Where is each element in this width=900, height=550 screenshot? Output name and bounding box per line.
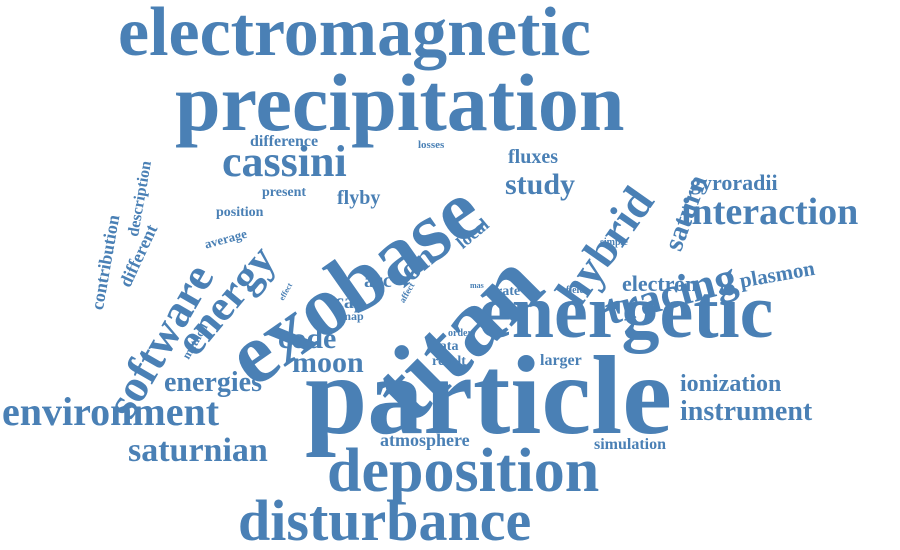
- word-particle: particle: [305, 334, 672, 458]
- word-contribution: contribution: [87, 213, 124, 312]
- word-disturbance: disturbance: [238, 488, 532, 550]
- word-electromagnetic: electromagnetic: [118, 0, 591, 71]
- word-saturnian: saturnian: [128, 432, 268, 469]
- word-deposition: deposition: [327, 437, 600, 505]
- word-mas: mas: [470, 281, 484, 290]
- word-different: different: [115, 221, 162, 291]
- word-cassini: cassini: [222, 137, 347, 186]
- word-larger: larger: [540, 352, 582, 369]
- word-acc: acc: [364, 270, 392, 292]
- word-ionization: ionization: [680, 371, 782, 397]
- word-field: field: [566, 285, 585, 296]
- word-moon: moon: [292, 346, 364, 379]
- word-gyroradii: gyroradii: [690, 170, 778, 195]
- word-losses: losses: [418, 139, 445, 151]
- word-rate: rate: [496, 284, 521, 299]
- word-data: data: [432, 339, 459, 354]
- word-difference: difference: [250, 133, 319, 150]
- word-energetic: energetic: [478, 270, 774, 354]
- word-cap: cap: [335, 291, 365, 313]
- word-interaction: interaction: [681, 191, 859, 233]
- word-code: code: [278, 322, 337, 355]
- word-environment: environment: [2, 389, 220, 434]
- word-plasmon: plasmon: [737, 255, 817, 293]
- word-flyby: flyby: [337, 187, 381, 209]
- word-order: order: [448, 328, 472, 339]
- word-atmosphere: atmosphere: [380, 430, 470, 450]
- word-energies: energies: [164, 367, 262, 398]
- word-position: position: [216, 205, 264, 220]
- word-instrument: instrument: [680, 396, 813, 427]
- word-simulation: simulation: [594, 436, 667, 453]
- word-simple: simple: [600, 237, 628, 248]
- word-study: study: [505, 168, 576, 201]
- word-fluxes: fluxes: [508, 146, 558, 168]
- word-present: present: [262, 185, 307, 200]
- word-precipitation: precipitation: [175, 57, 625, 148]
- word-result: result: [432, 354, 466, 369]
- word-electron: electron: [622, 271, 698, 296]
- word-map: map: [341, 309, 364, 323]
